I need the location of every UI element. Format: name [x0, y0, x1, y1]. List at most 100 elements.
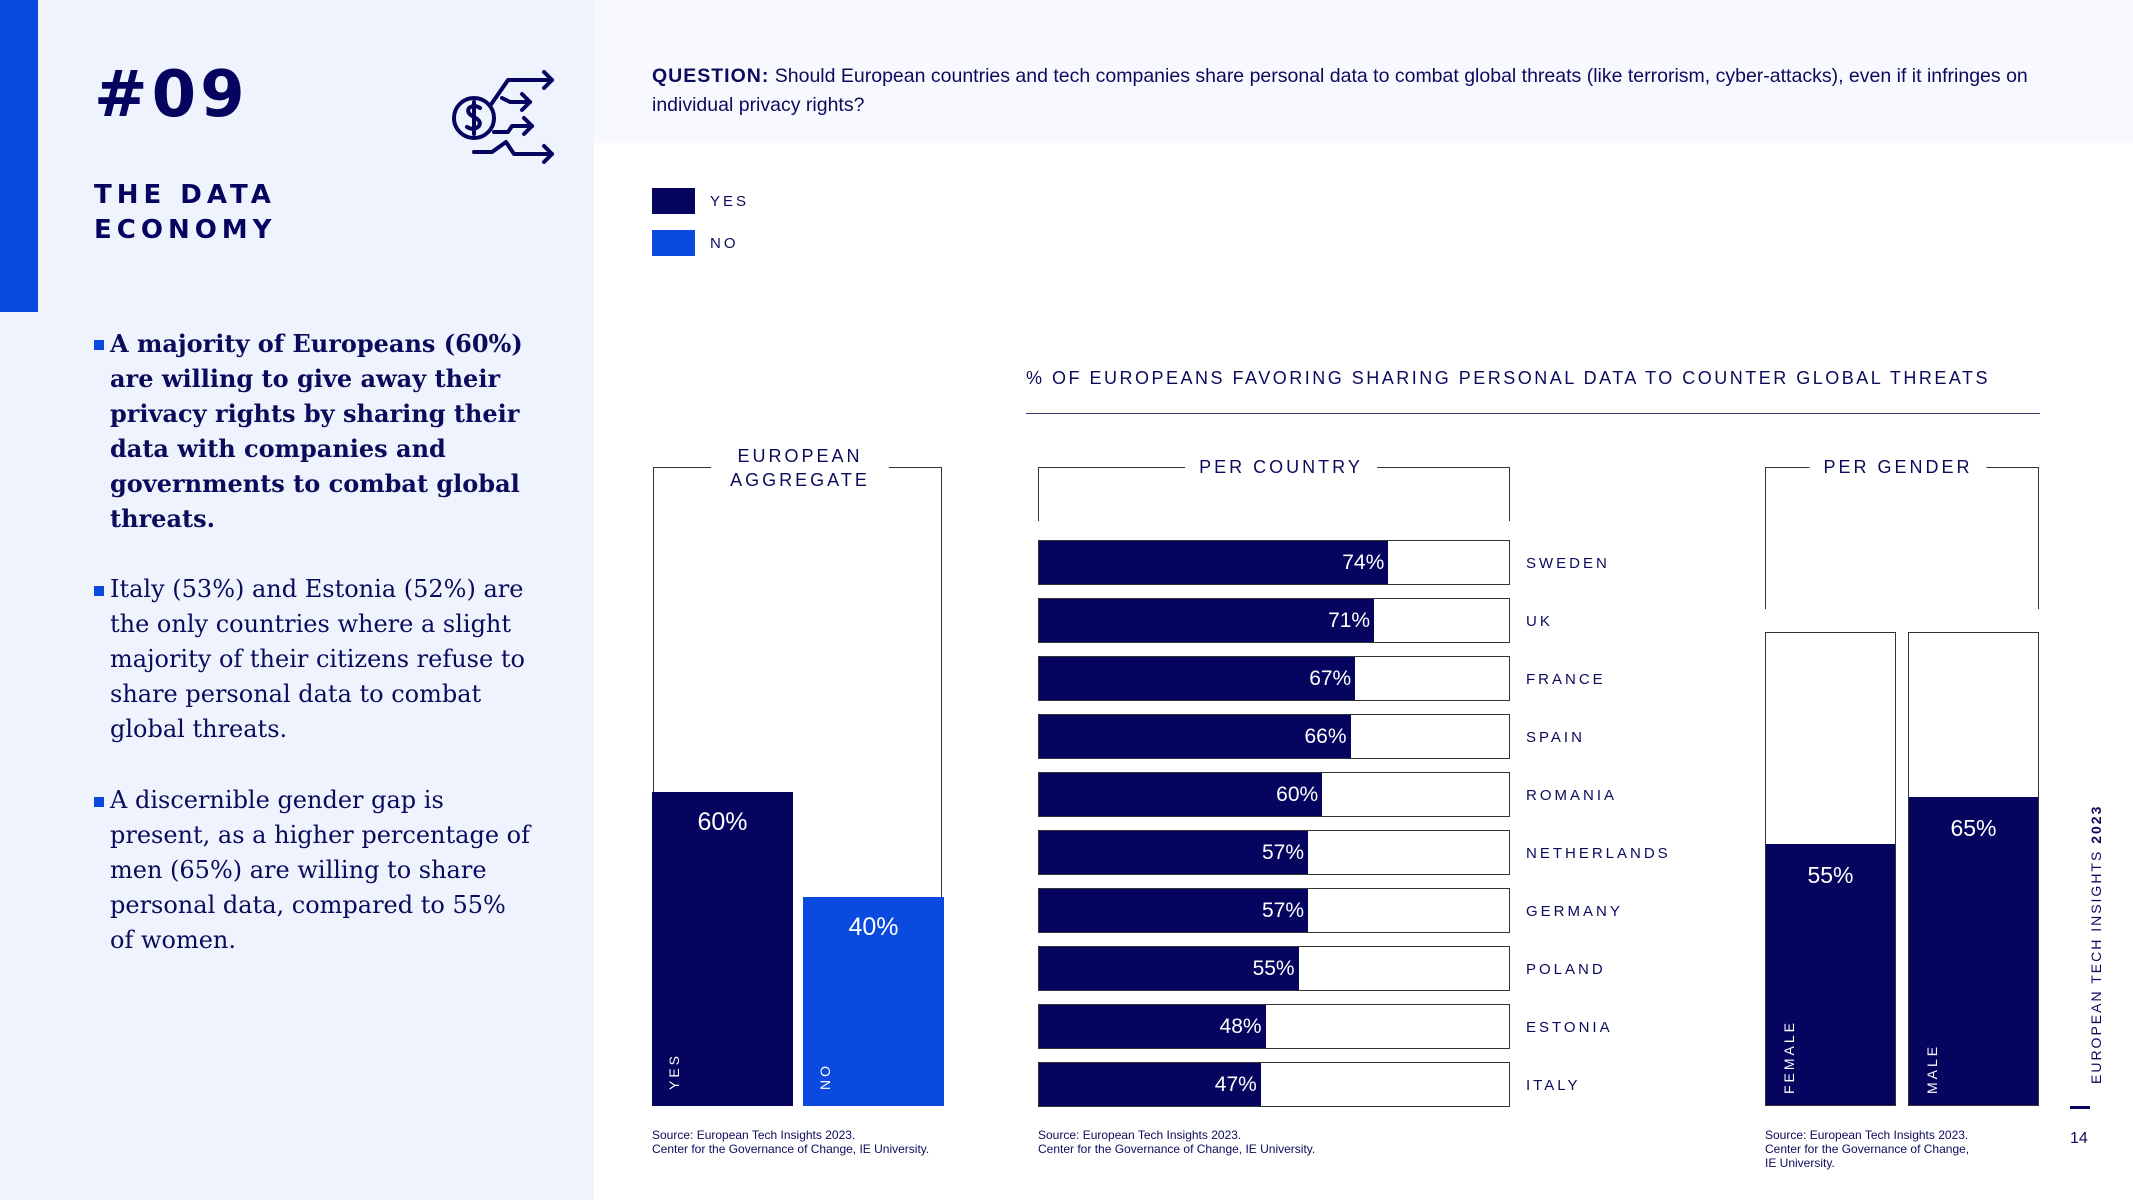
country-label: FRANCE — [1526, 671, 1606, 688]
bar-sweden — [1039, 541, 1389, 584]
accent-bar — [0, 0, 38, 312]
bullet-square-icon — [94, 340, 104, 350]
country-label: SWEDEN — [1526, 555, 1610, 572]
bar-category-label: FEMALE — [1781, 1019, 1797, 1094]
question-band — [594, 0, 2133, 143]
gender-chart-title: PER GENDER — [1809, 455, 1987, 479]
country-label: POLAND — [1526, 961, 1606, 978]
bar-value-label: 55% — [1807, 862, 1854, 889]
question-label: QUESTION: — [652, 65, 770, 87]
bar-uk — [1039, 599, 1375, 642]
bar-value-label: 65% — [1950, 814, 1997, 841]
brand-name: EUROPEAN TECH INSIGHTS — [2088, 849, 2104, 1084]
source-line: Source: European Tech Insights 2023. — [1038, 1128, 1242, 1142]
bar-male — [1909, 796, 2038, 1105]
bar-no — [803, 896, 944, 1106]
bar-value-label: 66% — [1304, 725, 1347, 748]
section-number: #09 — [94, 58, 249, 132]
key-finding-text: Italy (53%) and Estonia (52%) are the on… — [110, 575, 525, 743]
bar-france — [1039, 657, 1356, 700]
bar-estonia — [1039, 1005, 1266, 1048]
chart-main-title: % OF EUROPEANS FAVORING SHARING PERSONAL… — [1026, 368, 1990, 388]
country-row: 67% — [1038, 656, 1510, 701]
gender-column-male: 65% — [1908, 632, 2039, 1106]
bar-value-label: 55% — [1252, 957, 1295, 980]
bar-value-label: 74% — [1342, 551, 1385, 574]
source-line: Center for the Governance of Change, IE … — [1038, 1142, 1316, 1156]
bar-germany — [1039, 889, 1309, 932]
country-row: 71% — [1038, 598, 1510, 643]
country-label: ESTONIA — [1526, 1019, 1613, 1036]
key-findings-list: A majority of Europeans (60%) are willin… — [94, 326, 534, 994]
country-label: NETHERLANDS — [1526, 845, 1671, 862]
bar-value-label: 71% — [1328, 609, 1371, 632]
title-divider — [1026, 413, 2040, 414]
bar-value-label: 40% — [848, 912, 899, 941]
country-label: ITALY — [1526, 1077, 1581, 1094]
gender-column-female: 55% — [1765, 632, 1896, 1106]
section-title-line: THE DATA — [94, 180, 276, 210]
source-line: IE University. — [1765, 1156, 1835, 1170]
country-label: SPAIN — [1526, 729, 1585, 746]
bar-poland — [1039, 947, 1299, 990]
country-label: ROMANIA — [1526, 787, 1618, 804]
country-label: GERMANY — [1526, 903, 1623, 920]
source-line: Center for the Governance of Change, — [1765, 1142, 1970, 1156]
country-row: 57% — [1038, 888, 1510, 933]
key-finding: A majority of Europeans (60%) are willin… — [94, 326, 534, 536]
bar-category-label: MALE — [1924, 1043, 1940, 1094]
gender-bracket — [1765, 467, 2039, 609]
country-row: 48% — [1038, 1004, 1510, 1049]
legend-label-yes: YES — [710, 193, 750, 210]
country-row: 74% — [1038, 540, 1510, 585]
section-title: THE DATA ECONOMY — [94, 178, 277, 248]
survey-question: QUESTION: Should European countries and … — [652, 62, 2032, 120]
bar-value-label: 60% — [697, 808, 748, 837]
legend-swatch-no — [652, 230, 695, 256]
bar-category-label: YES — [666, 1052, 682, 1090]
page-number: 14 — [2070, 1130, 2088, 1147]
bar-netherlands — [1039, 831, 1309, 874]
country-row: 66% — [1038, 714, 1510, 759]
money-data-flow-icon — [452, 70, 554, 164]
key-finding-text: A discernible gender gap is present, as … — [110, 786, 530, 954]
report-brand: EUROPEAN TECH INSIGHTS 2023 — [2088, 805, 2104, 1084]
bar-value-label: 48% — [1219, 1015, 1262, 1038]
country-label: UK — [1526, 613, 1553, 630]
bar-value-label: 67% — [1309, 667, 1352, 690]
bar-value-label: 57% — [1262, 841, 1305, 864]
bar-italy — [1039, 1063, 1261, 1106]
bar-value-label: 57% — [1262, 899, 1305, 922]
bar-spain — [1039, 715, 1351, 758]
bar-female — [1766, 844, 1895, 1105]
key-finding-text: A majority of Europeans (60%) are willin… — [110, 329, 523, 533]
key-finding: A discernible gender gap is present, as … — [94, 783, 534, 958]
source-note-country: Source: European Tech Insights 2023. Cen… — [1038, 1128, 1315, 1156]
bar-romania — [1039, 773, 1323, 816]
legend-swatch-yes — [652, 188, 695, 214]
source-note-gender: Source: European Tech Insights 2023. Cen… — [1765, 1128, 1969, 1170]
source-line: Center for the Governance of Change, IE … — [652, 1142, 930, 1156]
country-chart-title: PER COUNTRY — [1185, 455, 1377, 479]
source-line: Source: European Tech Insights 2023. — [652, 1128, 856, 1142]
source-note-aggregate: Source: European Tech Insights 2023. Cen… — [652, 1128, 929, 1156]
country-row: 55% — [1038, 946, 1510, 991]
section-title-line: ECONOMY — [94, 215, 277, 245]
bar-value-label: 60% — [1276, 783, 1319, 806]
source-line: Source: European Tech Insights 2023. — [1765, 1128, 1969, 1142]
question-text: Should European countries and tech compa… — [652, 65, 2028, 116]
bar-yes — [652, 792, 793, 1106]
left-panel — [0, 0, 594, 1200]
brand-year: 2023 — [2088, 804, 2104, 844]
legend-label-no: NO — [710, 235, 739, 252]
key-finding: Italy (53%) and Estonia (52%) are the on… — [94, 572, 534, 747]
country-row: 47% — [1038, 1062, 1510, 1107]
country-row: 60% — [1038, 772, 1510, 817]
bullet-square-icon — [94, 586, 104, 596]
bar-value-label: 47% — [1214, 1073, 1257, 1096]
aggregate-title: EUROPEAN AGGREGATE — [711, 444, 889, 492]
bar-category-label: NO — [817, 1063, 833, 1090]
page-rule — [2070, 1106, 2090, 1109]
bullet-square-icon — [94, 797, 104, 807]
country-row: 57% — [1038, 830, 1510, 875]
